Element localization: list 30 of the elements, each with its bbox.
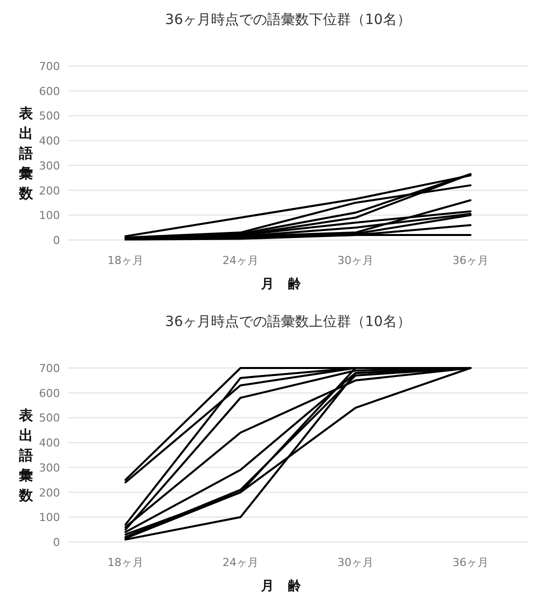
y-tick-label: 100 — [39, 209, 60, 222]
x-axis-title: 月齢 — [260, 277, 315, 292]
chart-title: 36ヶ月時点での語彙数上位群（10名） — [165, 314, 411, 330]
y-tick-label: 0 — [53, 536, 60, 549]
y-tick-label: 700 — [39, 362, 60, 375]
x-tick-label: 24ヶ月 — [222, 556, 258, 569]
y-tick-label: 500 — [39, 110, 60, 123]
y-tick-label: 200 — [39, 184, 60, 198]
x-tick-label: 18ヶ月 — [108, 556, 144, 569]
y-tick-label: 0 — [53, 234, 60, 247]
y-tick-label: 500 — [39, 412, 60, 425]
y-tick-label: 700 — [39, 60, 60, 73]
y-tick-label: 400 — [39, 436, 60, 450]
x-tick-label: 36ヶ月 — [452, 254, 488, 267]
y-tick-label: 400 — [39, 134, 60, 148]
x-tick-label: 18ヶ月 — [108, 254, 144, 267]
y-axis-title: 表出語彙数 — [18, 106, 34, 202]
y-tick-label: 300 — [39, 159, 60, 172]
x-tick-label: 30ヶ月 — [338, 556, 374, 569]
x-tick-label: 36ヶ月 — [452, 556, 488, 569]
y-tick-label: 100 — [39, 511, 60, 524]
x-tick-label: 30ヶ月 — [338, 254, 374, 267]
y-axis-title: 表出語彙数 — [18, 408, 34, 504]
x-tick-label: 24ヶ月 — [222, 254, 258, 267]
y-tick-label: 300 — [39, 461, 60, 474]
chart-title: 36ヶ月時点での語彙数下位群（10名） — [165, 12, 411, 28]
y-tick-label: 600 — [39, 386, 60, 400]
y-tick-label: 600 — [39, 84, 60, 98]
y-tick-label: 200 — [39, 486, 60, 500]
x-axis-title: 月齢 — [260, 579, 315, 594]
